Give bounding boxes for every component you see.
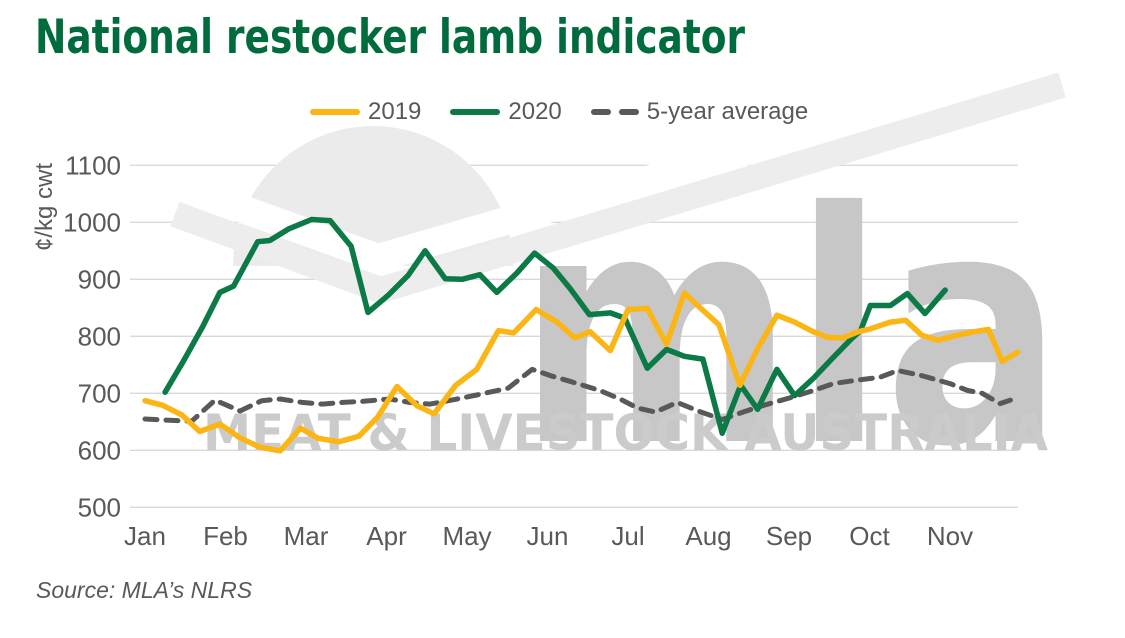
y-axis-unit-label: ¢/kg cwt (31, 163, 58, 251)
source-note: Source: MLA’s NLRS (36, 577, 253, 603)
x-tick-label: Mar (284, 521, 329, 551)
legend-label-5-year-average: 5-year average (646, 98, 809, 125)
x-tick-label: Jan (124, 521, 166, 551)
legend-label-2020: 2020 (508, 98, 562, 125)
y-tick-label: 1100 (65, 150, 121, 180)
x-tick-label: Oct (849, 521, 890, 551)
y-tick-label: 800 (78, 321, 121, 351)
y-tick-label: 500 (78, 492, 121, 522)
watermark-chevron-swoosh (170, 72, 1066, 304)
x-tick-label: Feb (203, 521, 248, 551)
x-tick-label: Apr (366, 521, 407, 551)
legend-swatch-dashed-line (590, 109, 639, 115)
y-tick-label: 600 (78, 435, 121, 465)
y-tick-label: 1000 (63, 207, 121, 237)
legend-item-2020: 2020 (450, 98, 562, 126)
legend-item-2019: 2019 (310, 98, 421, 126)
mla-watermark: mla MEAT & LIVESTOCK AUSTRALIA (165, 46, 1066, 517)
watermark-chevron-white (165, 46, 1066, 273)
x-tick-label: Aug (685, 521, 731, 551)
x-tick-label: Sep (766, 521, 812, 551)
series-line-2019 (142, 290, 1021, 454)
x-tick-label: Jun (527, 521, 569, 551)
watermark-subtext: MEAT & LIVESTOCK AUSTRALIA (203, 404, 1048, 462)
x-tick-label: Jul (611, 521, 644, 551)
y-tick-label: 900 (78, 264, 121, 294)
series-line-5-year-average (142, 366, 1013, 424)
y-tick-label: 700 (78, 378, 121, 408)
series-line-2020 (162, 216, 948, 436)
x-tick-label: May (442, 521, 491, 551)
x-tick-label: Nov (927, 521, 973, 551)
legend-swatch-2020-line (450, 109, 501, 115)
series-lines (142, 216, 1021, 454)
legend-swatch-2019-line (310, 109, 360, 115)
axis-labels: 500 600 700 800 900 1000 1100 Jan Feb Mar Apr May Ju… (63, 150, 973, 551)
page-title: National restocker lamb indicator (35, 10, 746, 65)
legend: 2019 2020 5-year average (310, 98, 808, 126)
legend-item-5-year-average: 5-year average (590, 98, 809, 126)
legend-label-2019: 2019 (368, 98, 422, 125)
